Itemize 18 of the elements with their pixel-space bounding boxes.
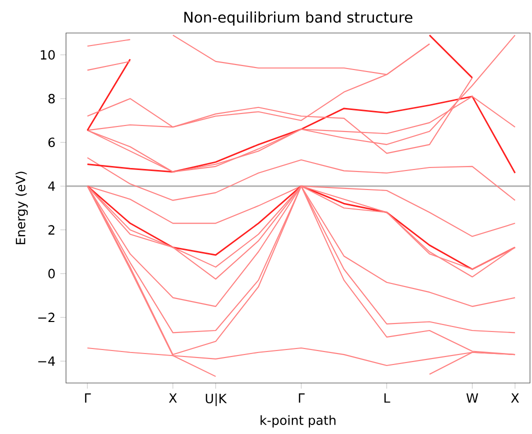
y-tick-label: −4: [38, 356, 55, 366]
x-tick-label: X: [511, 393, 519, 403]
x-axis-title: k-point path: [260, 415, 336, 428]
y-tick-label: −2: [38, 312, 54, 322]
y-tick-label: 2: [48, 225, 54, 235]
y-tick-label: 10: [40, 50, 55, 60]
x-tick-label: U|K: [206, 393, 227, 406]
x-tick-label: Γ: [85, 393, 91, 403]
x-tick-label: Γ: [298, 393, 305, 403]
y-tick-label: 8: [48, 94, 55, 104]
x-tick-label: X: [168, 393, 177, 403]
x-tick-label: L: [384, 393, 390, 403]
y-tick-label: 6: [48, 138, 55, 148]
y-tick-label: 0: [48, 268, 55, 278]
x-tick-label: W: [466, 393, 478, 403]
y-axis-title: Energy (eV): [16, 172, 28, 244]
chart-title: Non-equilibrium band structure: [184, 11, 412, 26]
y-tick-label: 4: [48, 181, 55, 191]
